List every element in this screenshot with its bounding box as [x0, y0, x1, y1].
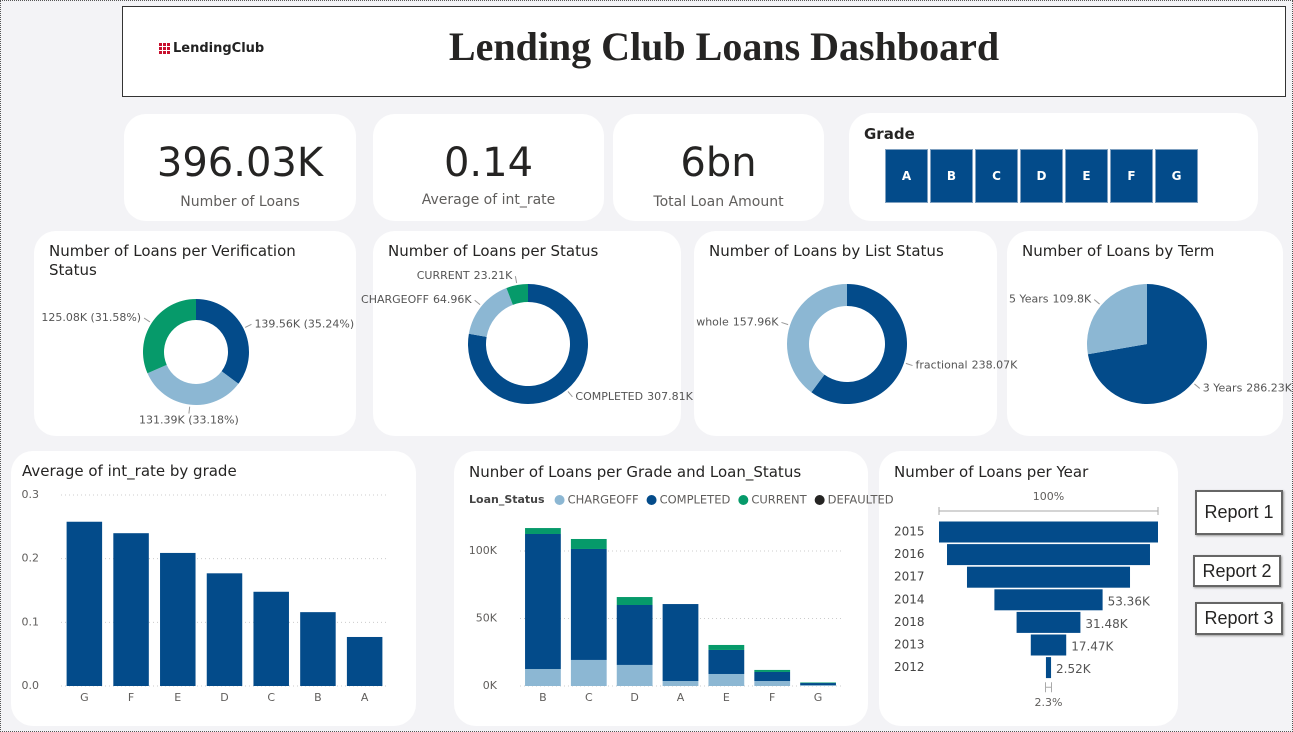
kpi-label: Number of Loans: [180, 194, 300, 210]
kpi-label: Total Loan Amount: [653, 194, 784, 210]
slicer-options: A B C D E F G: [885, 149, 1198, 203]
header: LendingClub Lending Club Loans Dashboard: [122, 6, 1286, 97]
kpi-value: 0.14: [443, 140, 534, 186]
kpi-label: Average of int_rate: [421, 192, 556, 208]
chart-title: Number of Loans per Year: [894, 463, 1089, 481]
chart-card: Number of Loans by Term: [1007, 231, 1283, 436]
chart-card: Number of Loans per Year: [879, 451, 1178, 726]
chart-title: Number of Loans per Status: [388, 242, 599, 260]
logo: LendingClub: [159, 41, 264, 56]
slicer-option[interactable]: D: [1020, 149, 1063, 203]
slicer-option[interactable]: C: [975, 149, 1018, 203]
chart-card: Average of int_rate by grade: [11, 451, 416, 726]
slicer-option[interactable]: B: [930, 149, 973, 203]
kpi-value: 6bn: [680, 140, 757, 186]
report-button[interactable]: Report 2: [1193, 555, 1281, 587]
chart-card: Number of Loans per Status: [373, 231, 681, 436]
chart-title: Nunber of Loans per Grade and Loan_Statu…: [469, 463, 802, 481]
kpi-card: 396.03K Number of Loans: [124, 114, 356, 221]
slicer-option[interactable]: G: [1155, 149, 1198, 203]
logo-icon: [159, 43, 170, 54]
logo-text: LendingClub: [173, 41, 265, 56]
slicer-card: Grade A B C D E F G: [849, 113, 1258, 221]
chart-card: Number of Loans by List Status: [694, 231, 997, 436]
chart-card: Number of Loans per Verification Status: [34, 231, 356, 436]
chart-title: Average of int_rate by grade: [22, 462, 237, 480]
chart-title: Number of Loans by Term: [1022, 242, 1215, 260]
chart-card: Nunber of Loans per Grade and Loan_Statu…: [454, 451, 868, 726]
kpi-value: 396.03K: [156, 140, 324, 186]
slicer-option[interactable]: A: [885, 149, 928, 203]
dashboard-title: Lending Club Loans Dashboard: [448, 24, 1000, 69]
report-button[interactable]: Report 1: [1195, 490, 1283, 535]
slicer-title: Grade: [864, 125, 915, 143]
chart-title: Number of Loans by List Status: [709, 242, 944, 260]
chart-title: Number of Loans per Verification Status: [49, 242, 296, 279]
kpi-card: 0.14 Average of int_rate: [373, 114, 604, 221]
report-button[interactable]: Report 3: [1195, 602, 1283, 635]
slicer-option[interactable]: F: [1110, 149, 1153, 203]
kpi-card: 6bn Total Loan Amount: [613, 114, 824, 221]
slicer-option[interactable]: E: [1065, 149, 1108, 203]
